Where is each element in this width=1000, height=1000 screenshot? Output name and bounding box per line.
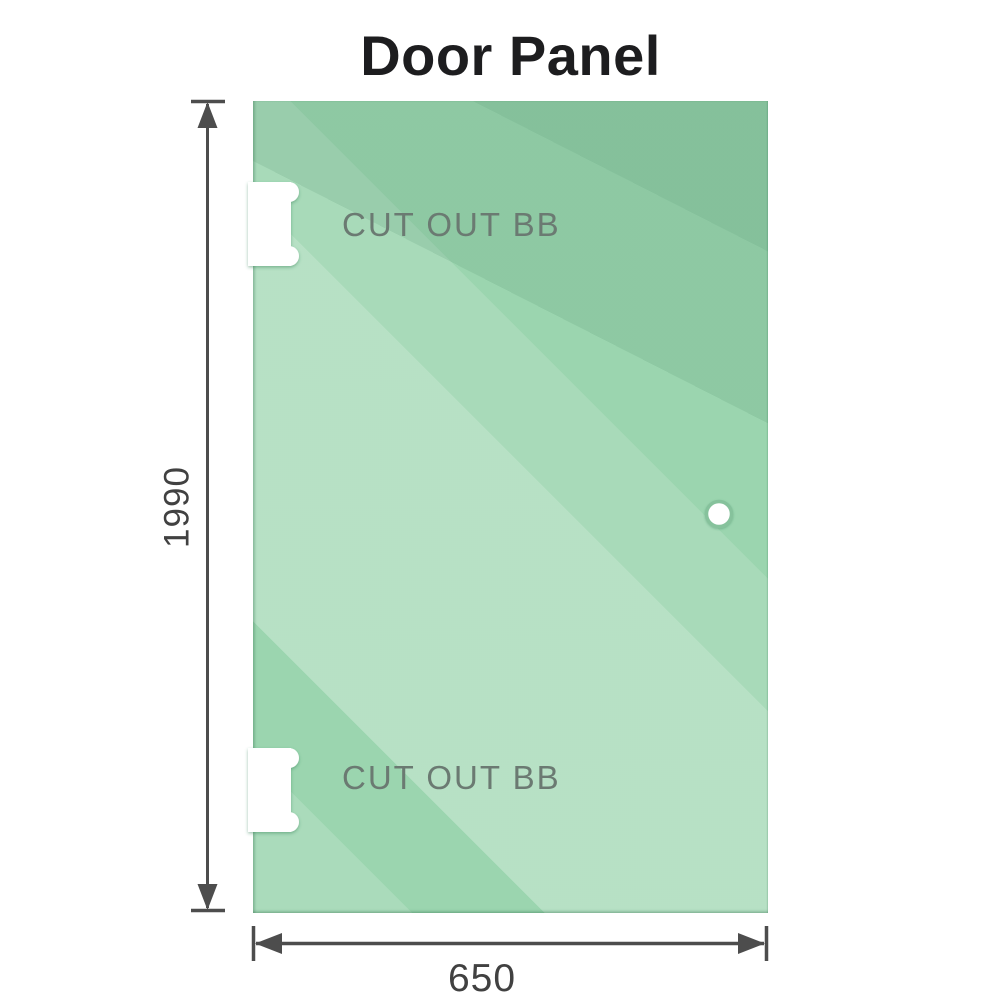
width-dimension-label: 650 — [448, 957, 516, 1000]
width-dimension-arrow — [251, 926, 769, 961]
page-title: Door Panel — [360, 24, 661, 87]
height-dimension-arrow — [191, 99, 225, 913]
handle-hole — [704, 499, 734, 529]
hinge-cutout-top — [248, 182, 299, 266]
glass-panel — [253, 101, 768, 913]
cutout-label-top: CUT OUT BB — [342, 206, 561, 243]
height-dimension-label: 1990 — [158, 466, 197, 548]
cutout-label-bottom: CUT OUT BB — [342, 759, 561, 796]
hinge-cutout-bottom — [248, 748, 299, 832]
